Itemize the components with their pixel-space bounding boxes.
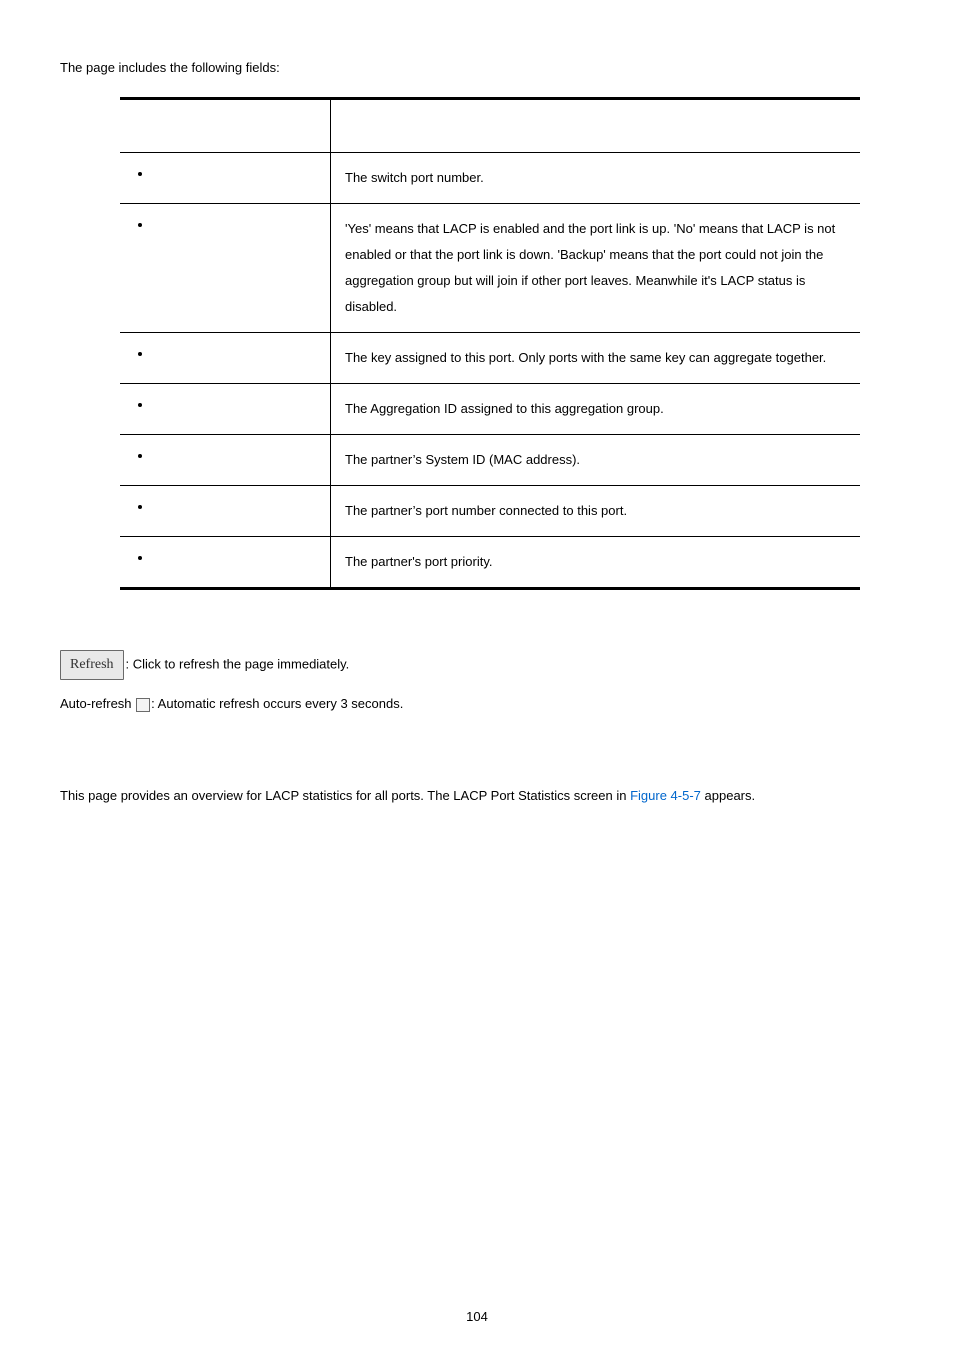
cell-description: The partner's port priority.	[331, 537, 861, 589]
table-row: The key assigned to this port. Only port…	[120, 333, 860, 384]
bullet-icon	[138, 556, 142, 560]
cell-object	[120, 153, 331, 204]
refresh-button[interactable]: Refresh	[60, 650, 124, 680]
figure-reference-link[interactable]: Figure 4-5-7	[630, 788, 701, 803]
header-description	[331, 99, 861, 153]
overview-before: This page provides an overview for LACP …	[60, 788, 630, 803]
cell-description: The partner’s port number connected to t…	[331, 486, 861, 537]
refresh-line: Refresh: Click to refresh the page immed…	[60, 650, 894, 680]
bullet-icon	[138, 223, 142, 227]
table-header-row	[120, 99, 860, 153]
table-row: The Aggregation ID assigned to this aggr…	[120, 384, 860, 435]
cell-description: The key assigned to this port. Only port…	[331, 333, 861, 384]
header-object	[120, 99, 331, 153]
auto-refresh-prefix: Auto-refresh	[60, 696, 135, 711]
overview-after: appears.	[701, 788, 755, 803]
cell-object	[120, 435, 331, 486]
page-number: 104	[0, 1309, 954, 1324]
bullet-icon	[138, 403, 142, 407]
cell-description: The switch port number.	[331, 153, 861, 204]
cell-description: The Aggregation ID assigned to this aggr…	[331, 384, 861, 435]
cell-object	[120, 486, 331, 537]
overview-text: This page provides an overview for LACP …	[60, 786, 894, 807]
cell-description: 'Yes' means that LACP is enabled and the…	[331, 204, 861, 333]
intro-text: The page includes the following fields:	[60, 60, 894, 75]
bullet-icon	[138, 172, 142, 176]
auto-refresh-suffix: : Automatic refresh occurs every 3 secon…	[151, 696, 403, 711]
document-page: The page includes the following fields: …	[0, 0, 954, 1350]
table-row: The partner’s System ID (MAC address).	[120, 435, 860, 486]
fields-table: The switch port number. 'Yes' means that…	[120, 97, 860, 590]
table-row: The partner's port priority.	[120, 537, 860, 589]
auto-refresh-checkbox[interactable]	[136, 698, 150, 712]
bullet-icon	[138, 505, 142, 509]
bullet-icon	[138, 454, 142, 458]
auto-refresh-line: Auto-refresh : Automatic refresh occurs …	[60, 692, 894, 715]
bullet-icon	[138, 352, 142, 356]
table-row: The switch port number.	[120, 153, 860, 204]
table-row: The partner’s port number connected to t…	[120, 486, 860, 537]
cell-object	[120, 204, 331, 333]
cell-object	[120, 537, 331, 589]
table-row: 'Yes' means that LACP is enabled and the…	[120, 204, 860, 333]
cell-object	[120, 333, 331, 384]
cell-object	[120, 384, 331, 435]
refresh-description: : Click to refresh the page immediately.	[126, 657, 350, 672]
cell-description: The partner’s System ID (MAC address).	[331, 435, 861, 486]
